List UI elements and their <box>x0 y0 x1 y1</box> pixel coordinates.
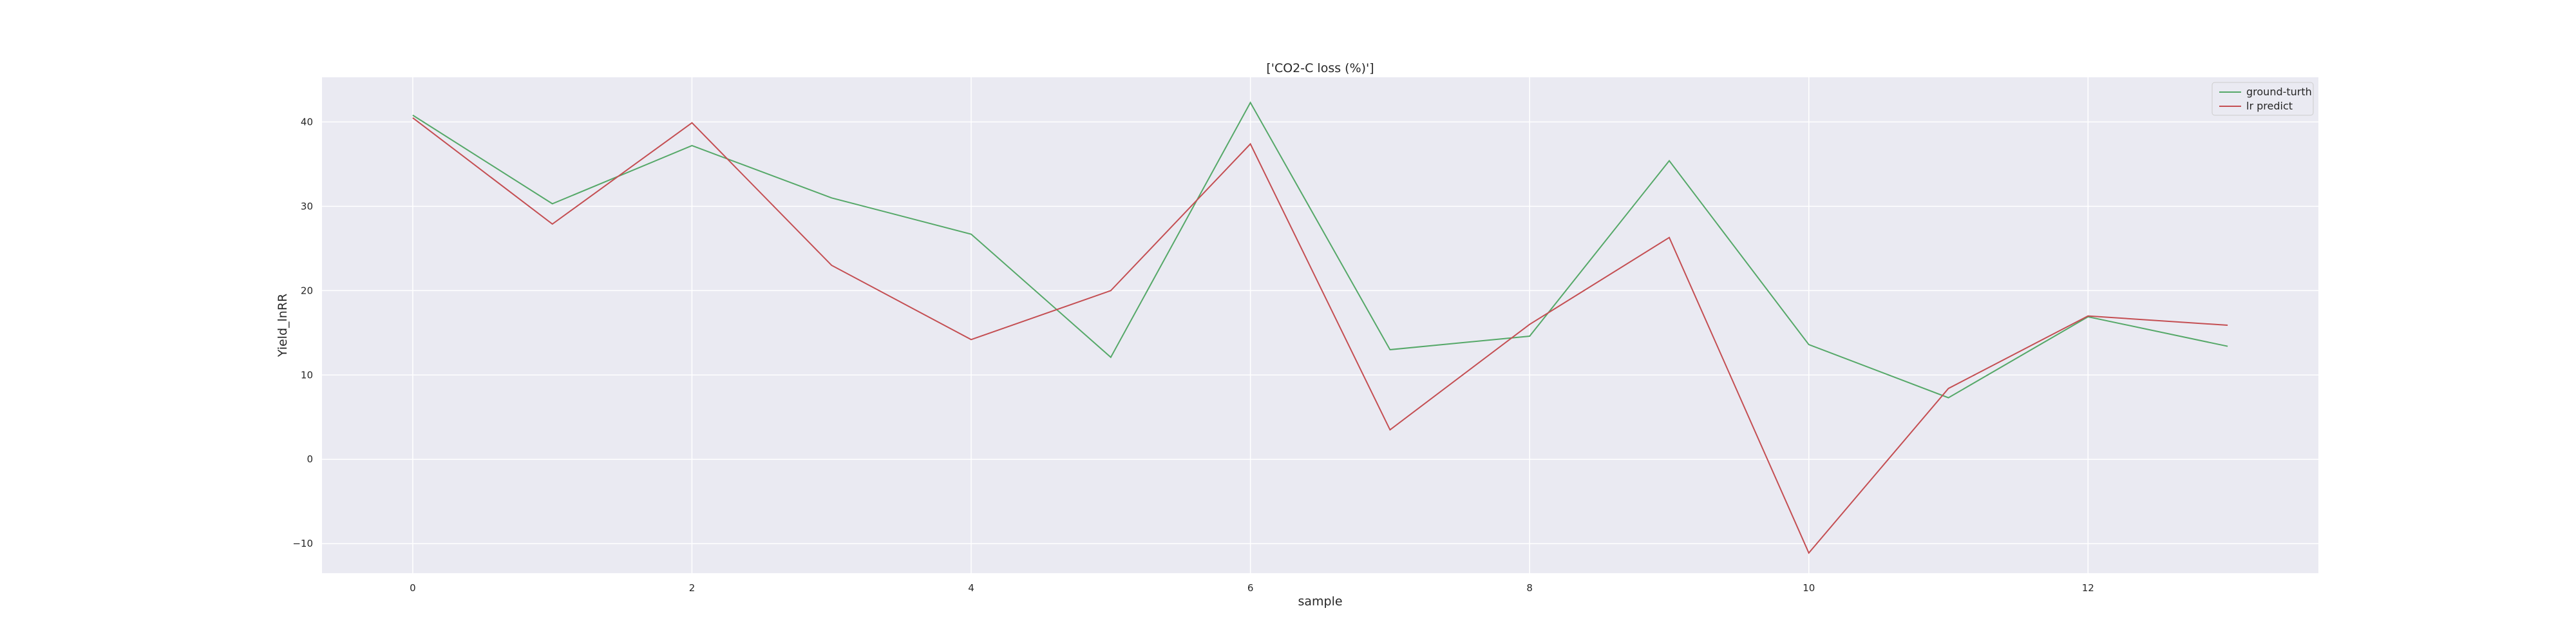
y-tick-label: 40 <box>301 116 313 128</box>
legend: ground-turth lr predict <box>2211 82 2314 116</box>
grid-vertical <box>412 77 2089 573</box>
x-tick-label: 4 <box>968 582 974 594</box>
y-tick-label: 10 <box>301 369 313 381</box>
plot-area <box>322 77 2318 573</box>
y-axis-label: Yield_lnRR <box>276 294 290 357</box>
legend-label-lr-predict: lr predict <box>2246 100 2293 112</box>
grid-horizontal <box>322 121 2318 544</box>
y-tick-label: 20 <box>301 285 313 296</box>
x-axis-label: sample <box>1298 594 1342 609</box>
series-layer <box>412 101 2228 554</box>
series-line-lr-predict <box>412 117 2228 554</box>
x-tick-label: 10 <box>1803 582 1815 594</box>
x-tick-label: 6 <box>1247 582 1254 594</box>
legend-box <box>2211 82 2314 116</box>
x-tick-label: 12 <box>2082 582 2094 594</box>
y-tick-label: −10 <box>292 538 313 549</box>
chart-title: ['CO2-C loss (%)'] <box>1266 61 1374 75</box>
y-tick-labels: −10 0 10 20 30 40 <box>292 116 313 549</box>
y-tick-label: 30 <box>301 200 313 212</box>
legend-label-ground-turth: ground-turth <box>2246 86 2312 98</box>
x-tick-label: 0 <box>410 582 416 594</box>
x-tick-label: 2 <box>689 582 696 594</box>
x-tick-label: 8 <box>1526 582 1533 594</box>
y-tick-label: 0 <box>307 453 313 465</box>
x-tick-labels: 0 2 4 6 8 10 12 <box>410 582 2094 594</box>
series-line-ground-turth <box>412 101 2228 399</box>
